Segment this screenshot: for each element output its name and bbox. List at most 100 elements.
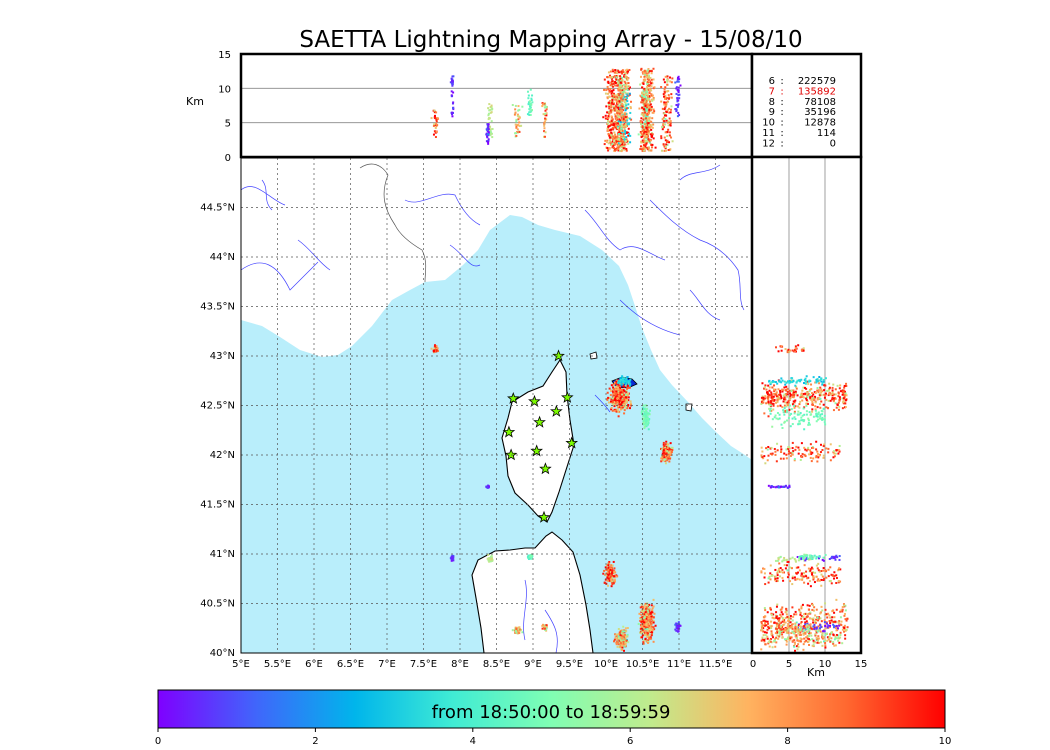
- lightning-source-alt-lat: [836, 627, 839, 630]
- lightning-source-alt-lat: [781, 626, 784, 629]
- lightning-source-alt-lat: [820, 409, 823, 412]
- lightning-source: [665, 456, 668, 459]
- lightning-source-alt-lat: [817, 411, 820, 414]
- lightning-source-alt-lat: [762, 630, 765, 633]
- lightning-source-alt-lon: [618, 119, 621, 122]
- lightning-source-alt-lat: [828, 580, 831, 583]
- lightning-source-alt-lat: [781, 617, 784, 620]
- lightning-source: [639, 617, 642, 620]
- lightning-source-alt-lon: [613, 74, 616, 77]
- lightning-source: [619, 393, 622, 396]
- lightning-source: [614, 409, 617, 412]
- lightning-source-alt-lat: [794, 390, 797, 393]
- lightning-source: [623, 401, 626, 404]
- lightning-source-alt-lon: [625, 148, 628, 151]
- sardinia-island: [471, 531, 594, 653]
- lightning-source-alt-lat: [832, 400, 835, 403]
- station-markers: [502, 349, 579, 523]
- lightning-source-alt-lat: [805, 628, 808, 631]
- lightning-source-alt-lat: [806, 637, 809, 640]
- lightning-source-alt-lat: [788, 446, 791, 449]
- lightning-source-alt-lon: [675, 87, 678, 90]
- lightning-source-alt-lat: [789, 621, 792, 624]
- lightning-source: [491, 559, 494, 562]
- lightning-source-alt-lat: [769, 412, 772, 415]
- count-value: 12878: [804, 118, 836, 129]
- lightning-source-alt-lon: [542, 113, 545, 116]
- lightning-source-alt-lat: [787, 632, 790, 635]
- lightning-source-alt-lat: [782, 400, 785, 403]
- lightning-source-alt-lon: [433, 123, 436, 126]
- lightning-source-alt-lon: [664, 105, 667, 108]
- lightning-source-alt-lon: [625, 76, 628, 79]
- lightning-source-alt-lon: [487, 142, 490, 145]
- lightning-source: [619, 380, 622, 383]
- lightning-source-alt-lon: [610, 92, 613, 95]
- lightning-source-alt-lat: [776, 400, 779, 403]
- lightning-source-alt-lon: [641, 121, 644, 124]
- lightning-source-alt-lon: [624, 140, 627, 143]
- lightning-source-alt-lon: [676, 115, 679, 118]
- lightning-source: [662, 450, 665, 453]
- lightning-source-alt-lon: [487, 107, 490, 110]
- lightning-source-alt-lon: [487, 124, 490, 127]
- lightning-source-alt-lon: [530, 109, 533, 112]
- lightning-source-alt-lat: [837, 391, 840, 394]
- lightning-source-alt-lat: [789, 580, 792, 583]
- lightning-source: [640, 411, 643, 414]
- lightning-source-alt-lat: [815, 448, 818, 451]
- lightning-source-alt-lon: [648, 80, 651, 83]
- lightning-source: [603, 581, 606, 584]
- lightning-source-alt-lon: [617, 81, 620, 84]
- alt-lat-frame: [750, 155, 863, 655]
- lightning-source-alt-lat: [820, 377, 823, 380]
- lightning-source: [650, 618, 653, 621]
- lightning-source-alt-lat: [840, 620, 843, 623]
- lightning-source-alt-lat: [782, 623, 785, 626]
- lightning-source-alt-lat: [805, 636, 808, 639]
- lightning-source-alt-lat: [808, 554, 811, 557]
- lightning-source-alt-lat: [844, 634, 847, 637]
- lightning-source-alt-lon: [613, 71, 616, 74]
- lightning-source-alt-lat: [814, 571, 817, 574]
- lightning-source: [627, 384, 630, 387]
- lightning-source-alt-lat: [789, 395, 792, 398]
- lightning-source-alt-lon: [625, 72, 628, 75]
- lightning-source-alt-lon: [622, 103, 625, 106]
- lightning-source-alt-lat: [800, 617, 803, 620]
- lightning-source-alt-lat: [794, 626, 797, 629]
- lightning-source-alt-lat: [783, 452, 786, 455]
- lightning-source-alt-lon: [665, 102, 668, 105]
- lightning-source: [642, 420, 645, 423]
- lightning-source-alt-lat: [817, 418, 820, 421]
- lightning-source: [626, 392, 629, 395]
- lightning-source: [647, 428, 650, 431]
- lightning-source: [610, 408, 613, 411]
- lightning-source: [435, 345, 438, 348]
- lightning-source-alt-lat: [811, 403, 814, 406]
- lightning-source: [637, 623, 640, 626]
- lightning-source-alt-lat: [777, 569, 780, 572]
- lightning-source-alt-lon: [647, 122, 650, 125]
- lightning-source: [487, 485, 490, 488]
- lightning-source: [648, 603, 651, 606]
- lightning-source-alt-lat: [843, 398, 846, 401]
- lightning-source-alt-lon: [612, 82, 615, 85]
- lightning-source-alt-lat: [806, 626, 809, 629]
- lightning-source-alt-lat: [817, 562, 820, 565]
- lightning-source-alt-lon: [452, 91, 455, 94]
- lightning-source-alt-lat: [817, 637, 820, 640]
- lightning-source: [645, 624, 648, 627]
- lightning-source-alt-lat: [810, 398, 813, 401]
- lightning-source-alt-lon: [641, 129, 644, 132]
- lightning-source: [606, 584, 609, 587]
- lightning-source-alt-lon: [620, 139, 623, 142]
- lightning-source-alt-lat: [825, 622, 828, 625]
- count-value: 114: [817, 128, 836, 139]
- borders: [359, 163, 427, 283]
- lightning-source: [641, 621, 644, 624]
- lightning-source: [662, 453, 665, 456]
- lightning-source-alt-lat: [825, 406, 828, 409]
- lightning-source-alt-lat: [781, 633, 784, 636]
- lightning-source-alt-lon: [642, 133, 645, 136]
